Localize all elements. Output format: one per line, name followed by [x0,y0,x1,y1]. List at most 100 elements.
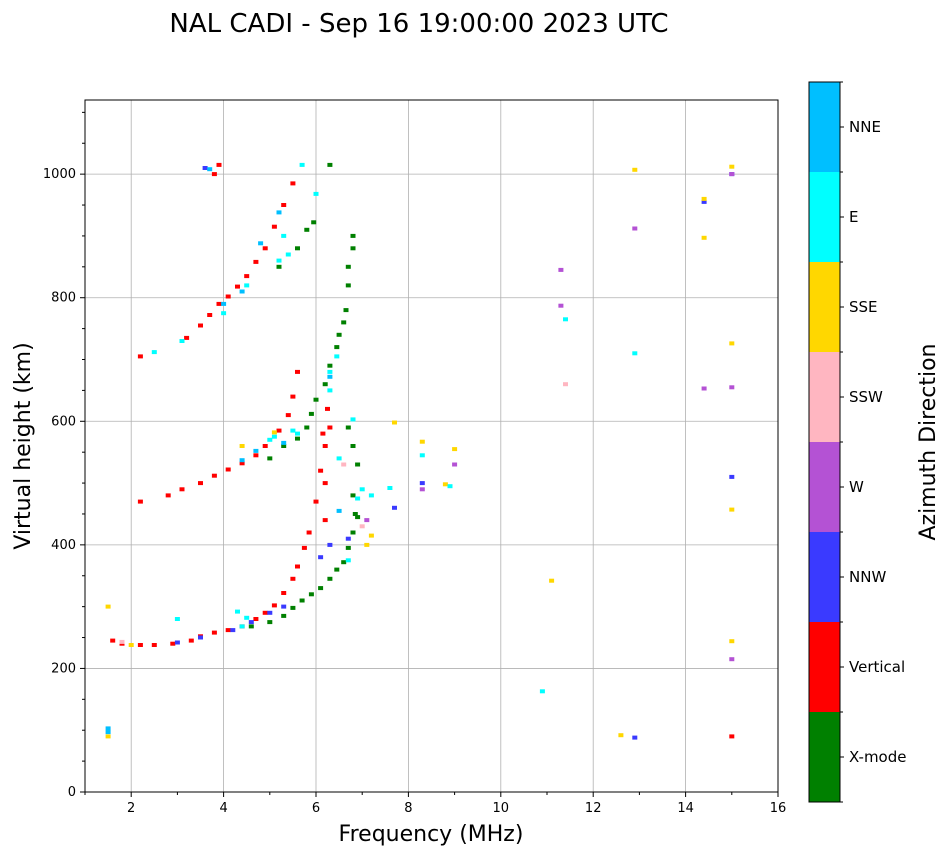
y-tick-label: 1000 [43,167,76,182]
data-point [327,369,333,374]
data-point [334,354,340,359]
data-point [701,386,707,391]
data-point [355,515,361,520]
data-point [632,351,638,356]
data-point [350,417,356,422]
data-point [558,303,564,308]
data-point [271,430,277,435]
data-point [341,560,347,565]
data-point [244,615,250,620]
colorbar-swatch [809,82,840,172]
data-point [281,604,287,609]
data-point [368,533,374,538]
data-point [368,493,374,498]
x-tick-label: 16 [770,801,787,816]
data-point [188,638,194,643]
colorbar: X-mode Vertical NNW W SSW SSE E NNE [808,81,906,803]
x-axis-label: Frequency (MHz) [339,822,524,847]
data-point [345,558,351,563]
data-point [239,624,245,629]
data-point [262,246,268,251]
data-point [225,467,231,472]
data-point [549,578,555,583]
colorbar-tick-label: E [849,208,858,226]
colorbar-tick-label: W [849,478,864,496]
data-point [325,406,330,411]
data-point [301,545,307,550]
data-point [235,609,240,614]
data-point [392,420,397,425]
data-point [419,439,425,444]
data-point [392,505,397,510]
data-point [322,382,328,387]
data-point [211,473,217,478]
data-point [387,486,393,490]
data-point [729,164,735,169]
data-point [198,635,203,640]
data-point [137,643,143,647]
data-point [350,444,356,448]
data-point [308,411,314,416]
data-point [105,604,111,609]
data-point [239,289,245,294]
data-point [345,425,351,430]
colorbar-swatch [809,712,840,802]
data-point [563,317,568,322]
data-point [281,440,287,445]
data-point [105,726,111,731]
data-point [729,341,735,346]
series-ssw [119,382,568,644]
data-point [262,444,268,448]
data-point [343,308,349,313]
y-tick-label: 400 [51,538,76,553]
data-point [276,428,282,433]
data-point [221,301,227,306]
data-point [341,320,347,325]
data-point [244,283,250,288]
data-point [350,493,356,498]
data-point [729,507,735,512]
data-point [729,385,735,390]
data-point [313,499,319,504]
x-axis-ticks: 2 4 6 8 10 12 14 16 [84,792,787,816]
data-point [345,536,351,541]
data-point [262,610,268,615]
data-point [295,431,300,436]
data-point [327,363,333,368]
data-point [359,524,365,529]
plot-frame [84,99,779,793]
data-point [174,617,180,621]
data-point [239,461,245,466]
data-point [248,624,254,629]
data-point [334,567,340,572]
data-point [632,167,638,172]
data-point [235,284,240,289]
data-point [345,283,351,288]
colorbar-tick-label: Vertical [849,658,905,676]
data-point [618,733,624,738]
data-point [151,350,157,355]
data-point [267,620,273,625]
data-point [271,603,277,608]
colorbar-swatch [809,172,840,262]
data-point [311,220,317,225]
x-tick-label: 10 [493,801,510,816]
data-point [281,444,287,448]
colorbar-tick-label: SSW [849,388,883,406]
data-point [352,512,358,516]
data-point [137,499,143,504]
data-point [322,481,328,486]
data-point [244,274,250,279]
colorbar-swatch [809,262,840,352]
data-point [359,487,365,492]
grid-lines [85,100,779,793]
data-point [239,458,245,463]
data-point [281,203,287,207]
y-tick-label: 200 [51,661,76,676]
series-sse [105,164,735,739]
data-point [558,267,564,272]
colorbar-swatch [809,622,840,712]
colorbar-tick-label: SSE [849,298,878,316]
data-point [318,468,324,473]
